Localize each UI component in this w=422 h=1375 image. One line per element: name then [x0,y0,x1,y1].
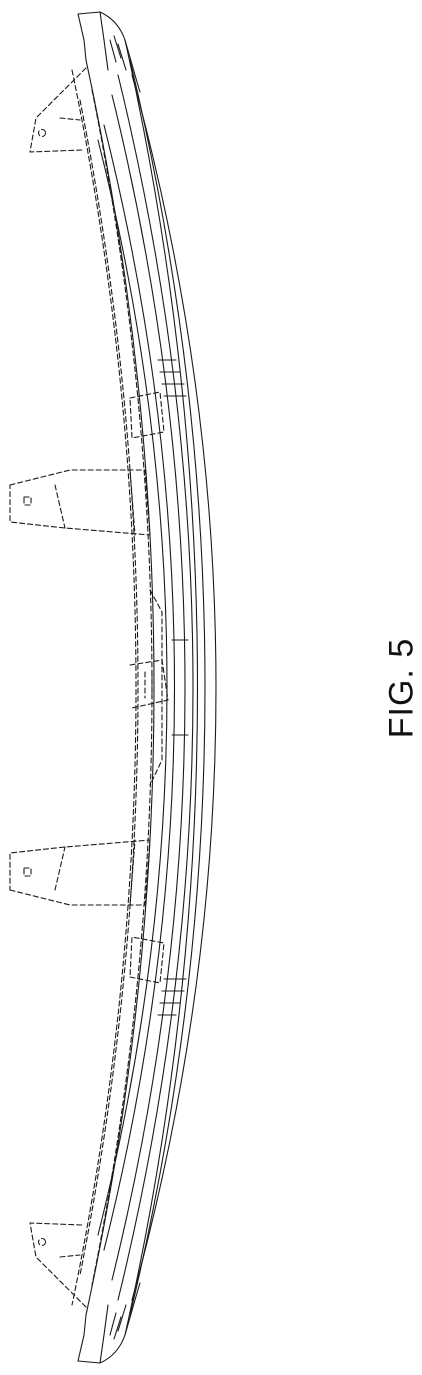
outer-face-line [125,40,198,1335]
hidden-features [10,68,168,1307]
inner-beam-outline [72,70,136,1305]
top-mount-tab [30,68,86,152]
bottom-end-cap [78,1283,140,1363]
figure-label: FIG. 5 [383,638,422,738]
upper-clip [130,392,164,438]
bottom-mount-tab [30,1223,86,1307]
top-end-cap [78,12,140,92]
lower-clip [130,937,164,983]
